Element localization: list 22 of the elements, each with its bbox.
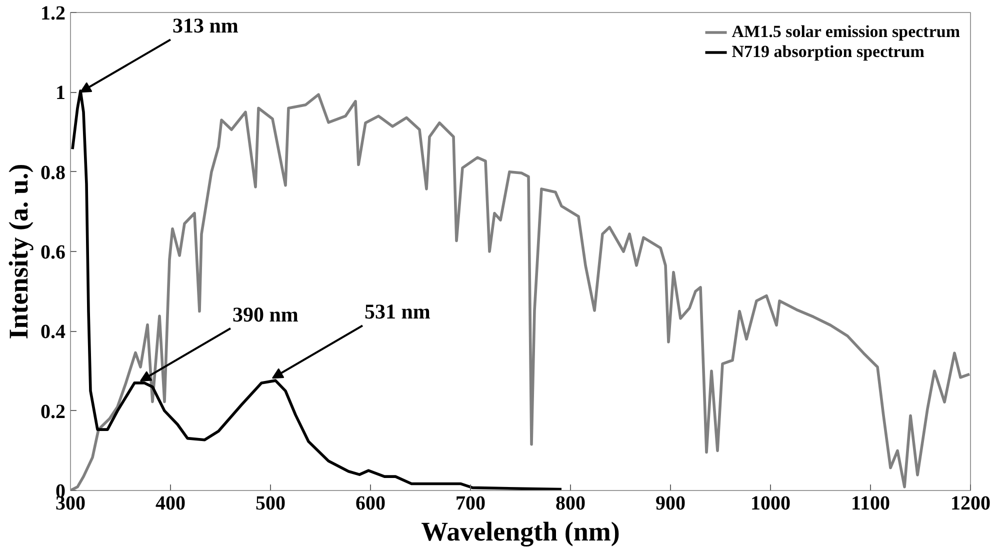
x-tick-label: 900 <box>656 492 686 514</box>
legend-label: N719 absorption spectrum <box>732 42 924 62</box>
y-tick-label: 1.2 <box>40 2 66 24</box>
y-tick-label: 1 <box>56 82 66 104</box>
x-tick-label: 1200 <box>950 492 990 514</box>
x-axis-title: Wavelength (nm) <box>421 516 620 546</box>
legend-label: AM1.5 solar emission spectrum <box>732 22 960 42</box>
x-tick-label: 1100 <box>851 492 890 514</box>
annotation: 390 nm <box>232 302 299 326</box>
x-tick-label: 1000 <box>750 492 790 514</box>
x-tick-label: 500 <box>256 492 286 514</box>
annotation: 531 nm <box>364 300 431 324</box>
x-tick-label: 800 <box>556 492 586 514</box>
x-tick-label: 400 <box>156 492 186 514</box>
x-tick-label: 700 <box>456 492 486 514</box>
y-axis-title: Intensity (a. u.) <box>4 164 34 340</box>
y-tick-label: 0.2 <box>40 400 66 423</box>
y-tick-label: 0.4 <box>40 321 66 344</box>
y-tick-label: 0.6 <box>40 242 66 264</box>
x-tick-label: 600 <box>356 492 386 514</box>
annotation: 313 nm <box>172 14 239 38</box>
y-tick-label: 0.8 <box>40 162 66 184</box>
